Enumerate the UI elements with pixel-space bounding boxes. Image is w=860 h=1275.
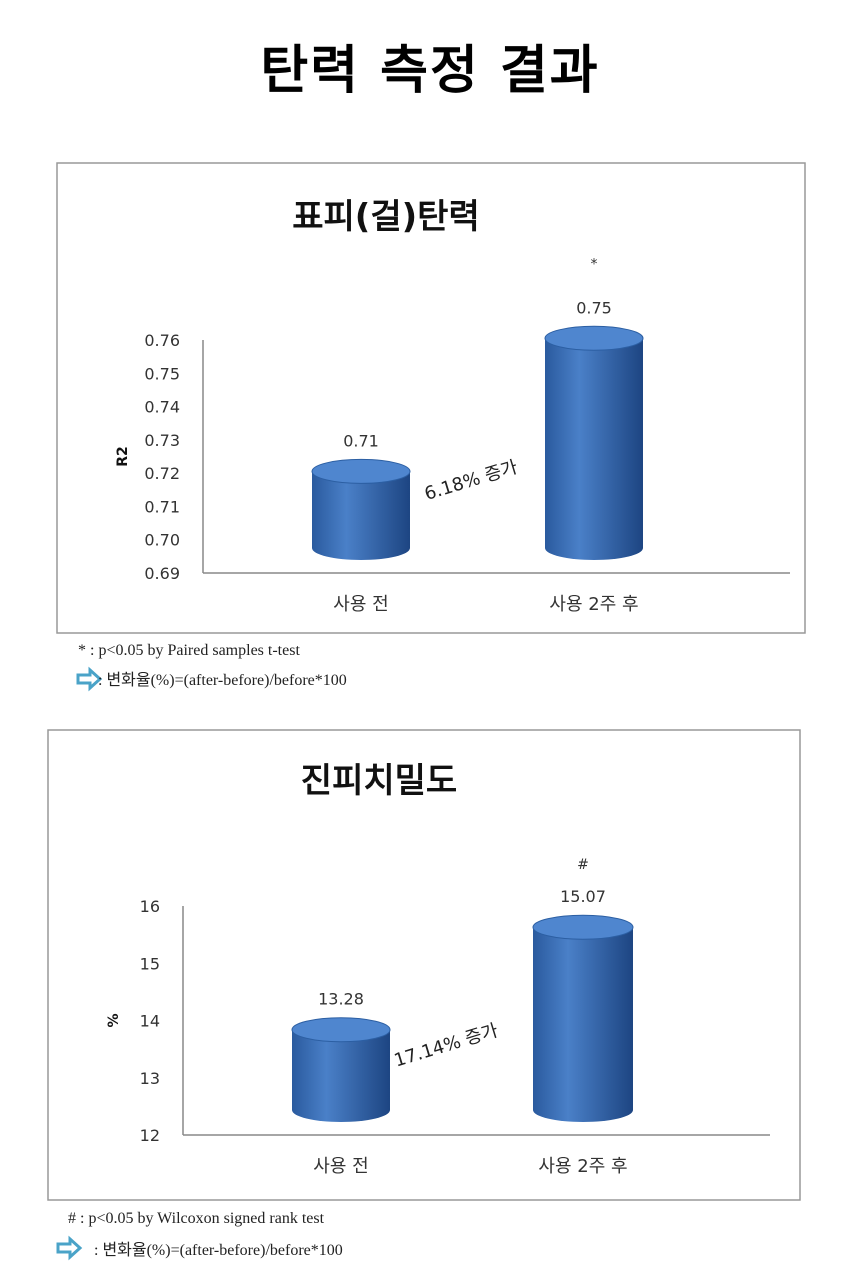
x-tick-label: 사용 전 (313, 1156, 368, 1177)
y-tick-label: 14 (140, 1012, 160, 1031)
chart-title: 진피치밀도 (301, 761, 457, 801)
x-tick-label: 사용 2주 후 (538, 1156, 627, 1177)
data-label: 13.28 (318, 990, 364, 1009)
significance-mark: # (577, 857, 589, 873)
footnote-change-rate-2: : 변화율(%)=(after-before)/before*100 (94, 1242, 343, 1259)
y-tick-label: 15 (140, 954, 160, 973)
data-label: 15.07 (560, 887, 606, 906)
significance-mark: * (591, 256, 598, 272)
y-axis-label: % (106, 1013, 122, 1027)
x-tick-label: 사용 전 (333, 594, 388, 615)
bar (292, 1029, 390, 1122)
y-tick-label: 0.69 (144, 564, 180, 583)
page-title: 탄력 측정 결과 (260, 41, 600, 101)
arrow-legend-icon (76, 666, 103, 692)
chart-panel (56, 162, 806, 634)
footnote-significance-2: # : p<0.05 by Wilcoxon signed rank test (68, 1210, 325, 1227)
y-tick-label: 0.73 (144, 431, 180, 450)
chart-title: 표피(걸)탄력 (292, 197, 479, 237)
data-label: 0.75 (576, 298, 612, 317)
data-label: 0.71 (343, 431, 379, 450)
footnote-significance-1: * : p<0.05 by Paired samples t-test (78, 642, 300, 659)
footnote-change-rate-1: : 변화율(%)=(after-before)/before*100 (98, 672, 347, 689)
y-tick-label: 13 (140, 1069, 160, 1088)
y-tick-label: 16 (140, 897, 160, 916)
bar (545, 338, 643, 560)
bar-top (291, 1017, 391, 1043)
y-tick-label: 0.70 (144, 531, 180, 550)
x-tick-label: 사용 2주 후 (549, 594, 638, 615)
y-axis-label: R2 (115, 446, 131, 467)
bar-top (532, 914, 634, 940)
y-tick-label: 0.74 (144, 398, 180, 417)
y-tick-label: 12 (140, 1126, 160, 1145)
y-tick-label: 0.76 (144, 331, 180, 350)
y-tick-label: 0.75 (144, 364, 180, 383)
arrow-legend-icon (56, 1235, 83, 1261)
bar-top (311, 458, 411, 484)
bar (312, 471, 410, 560)
bar (533, 927, 633, 1122)
y-tick-label: 0.71 (144, 497, 180, 516)
bar-top (544, 325, 644, 351)
chart-panel (47, 729, 801, 1201)
y-tick-label: 0.72 (144, 464, 180, 483)
